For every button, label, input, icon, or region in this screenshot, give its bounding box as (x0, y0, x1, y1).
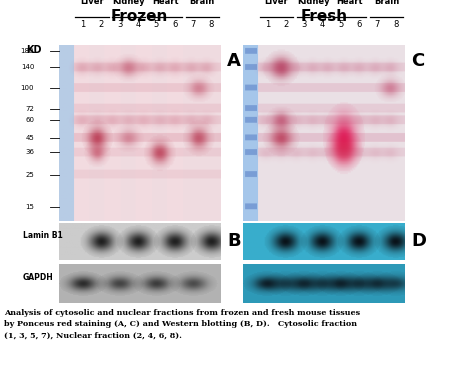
Text: Heart: Heart (337, 0, 363, 6)
Text: 5: 5 (153, 20, 159, 29)
Text: 36: 36 (25, 149, 34, 155)
Text: Fresh: Fresh (301, 9, 347, 24)
Text: B: B (227, 232, 241, 250)
Text: 25: 25 (26, 172, 34, 178)
Text: 1: 1 (265, 20, 270, 29)
Text: Brain: Brain (374, 0, 399, 6)
Text: 6: 6 (172, 20, 177, 29)
Text: 6: 6 (356, 20, 362, 29)
Text: 45: 45 (26, 135, 34, 141)
Text: 8: 8 (209, 20, 214, 29)
Text: 7: 7 (375, 20, 380, 29)
Text: Brain: Brain (189, 0, 215, 6)
Text: Analysis of cytosolic and nuclear fractions from frozen and fresh mouse tissues
: Analysis of cytosolic and nuclear fracti… (4, 309, 360, 339)
Text: KD: KD (26, 45, 41, 55)
Text: 15: 15 (25, 204, 34, 210)
Text: 140: 140 (21, 64, 34, 70)
Text: Liver: Liver (80, 0, 104, 6)
Text: 7: 7 (190, 20, 196, 29)
Text: Liver: Liver (265, 0, 288, 6)
Text: 72: 72 (25, 106, 34, 112)
Text: C: C (411, 52, 425, 70)
Text: 60: 60 (25, 117, 34, 123)
Text: 1: 1 (80, 20, 86, 29)
Text: 2: 2 (283, 20, 288, 29)
Text: 3: 3 (117, 20, 122, 29)
Text: 100: 100 (21, 85, 34, 91)
Text: 5: 5 (338, 20, 343, 29)
Text: Lamin B1: Lamin B1 (23, 231, 63, 240)
Text: Kidney: Kidney (297, 0, 329, 6)
Text: 3: 3 (302, 20, 307, 29)
Text: 4: 4 (320, 20, 325, 29)
Text: D: D (411, 232, 427, 250)
Text: Frozen: Frozen (111, 9, 168, 24)
Text: 8: 8 (393, 20, 399, 29)
Text: Kidney: Kidney (112, 0, 145, 6)
Text: A: A (227, 52, 241, 70)
Text: 180: 180 (21, 49, 34, 55)
Text: 4: 4 (135, 20, 140, 29)
Text: 2: 2 (99, 20, 104, 29)
Text: GAPDH: GAPDH (23, 273, 54, 282)
Text: Heart: Heart (152, 0, 179, 6)
